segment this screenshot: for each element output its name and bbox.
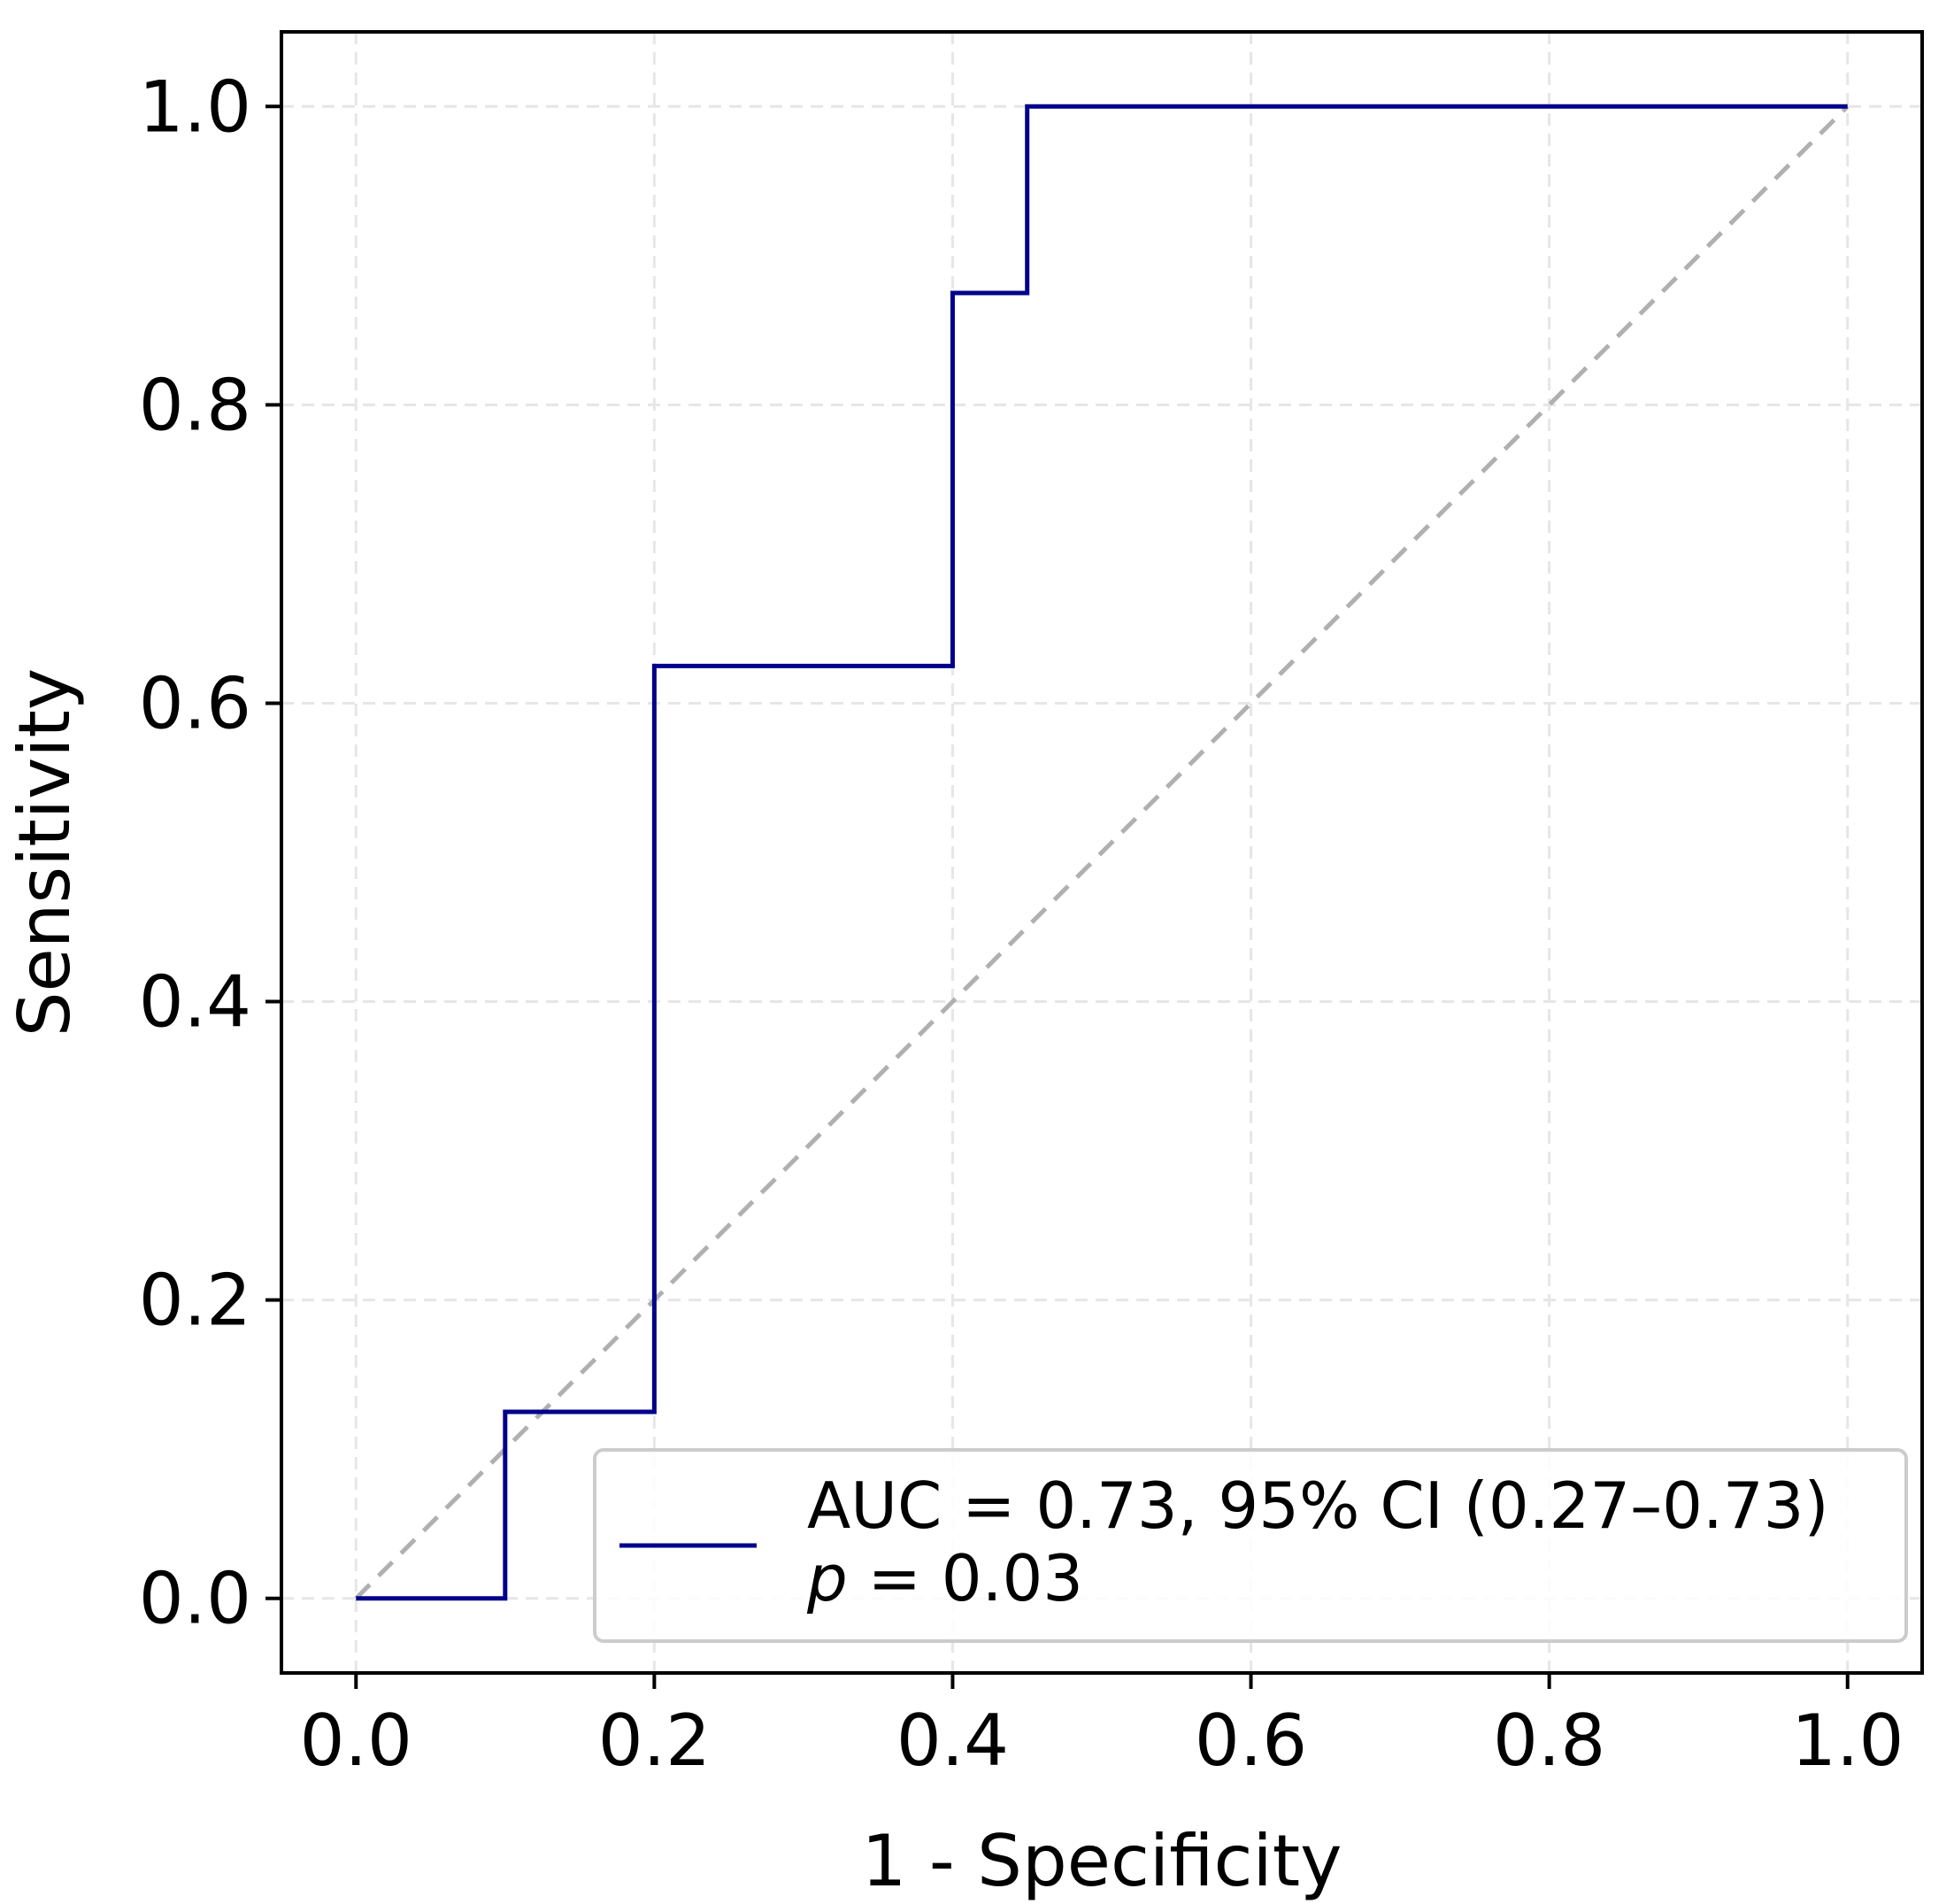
legend-auc-label: AUC = 0.73, 95% CI (0.27–0.73) xyxy=(807,1468,1829,1543)
legend-box xyxy=(593,1448,1908,1643)
roc-curve-line xyxy=(356,104,1848,1601)
x-tick-label-4: 0.8 xyxy=(1493,1700,1605,1782)
x-axis-title: 1 - Specificity xyxy=(862,1820,1342,1902)
legend-p-value: = 0.03 xyxy=(848,1541,1083,1615)
y-tick-label-3: 0.6 xyxy=(139,662,251,744)
ticks: 0.0 0.2 0.4 0.6 0.8 1.0 0.0 0.2 0.4 0.6 0.8 1.0 xyxy=(139,66,1904,1782)
series-layer xyxy=(354,104,1850,1601)
legend-p-value-label: p = 0.03 xyxy=(806,1541,1083,1615)
y-tick-label-5: 1.0 xyxy=(139,66,251,148)
y-axis-title: Sensitivity xyxy=(4,668,86,1037)
x-tick-label-0: 0.0 xyxy=(300,1700,412,1782)
x-tick-label-2: 0.4 xyxy=(896,1700,1009,1782)
x-tick-label-3: 0.6 xyxy=(1195,1700,1307,1782)
x-tick-label-1: 0.2 xyxy=(598,1700,711,1782)
x-tick-label-5: 1.0 xyxy=(1791,1700,1904,1782)
plot-frame xyxy=(280,30,1924,1675)
legend: AUC = 0.73, 95% CI (0.27–0.73) p = 0.03 xyxy=(593,1448,1908,1643)
y-tick-label-0: 0.0 xyxy=(139,1558,251,1640)
chance-diagonal-line xyxy=(354,104,1850,1600)
y-tick-label-2: 0.4 xyxy=(139,961,251,1044)
y-tick-label-1: 0.2 xyxy=(139,1260,251,1342)
y-tick-label-4: 0.8 xyxy=(139,364,251,446)
legend-p-symbol: p xyxy=(806,1541,848,1615)
